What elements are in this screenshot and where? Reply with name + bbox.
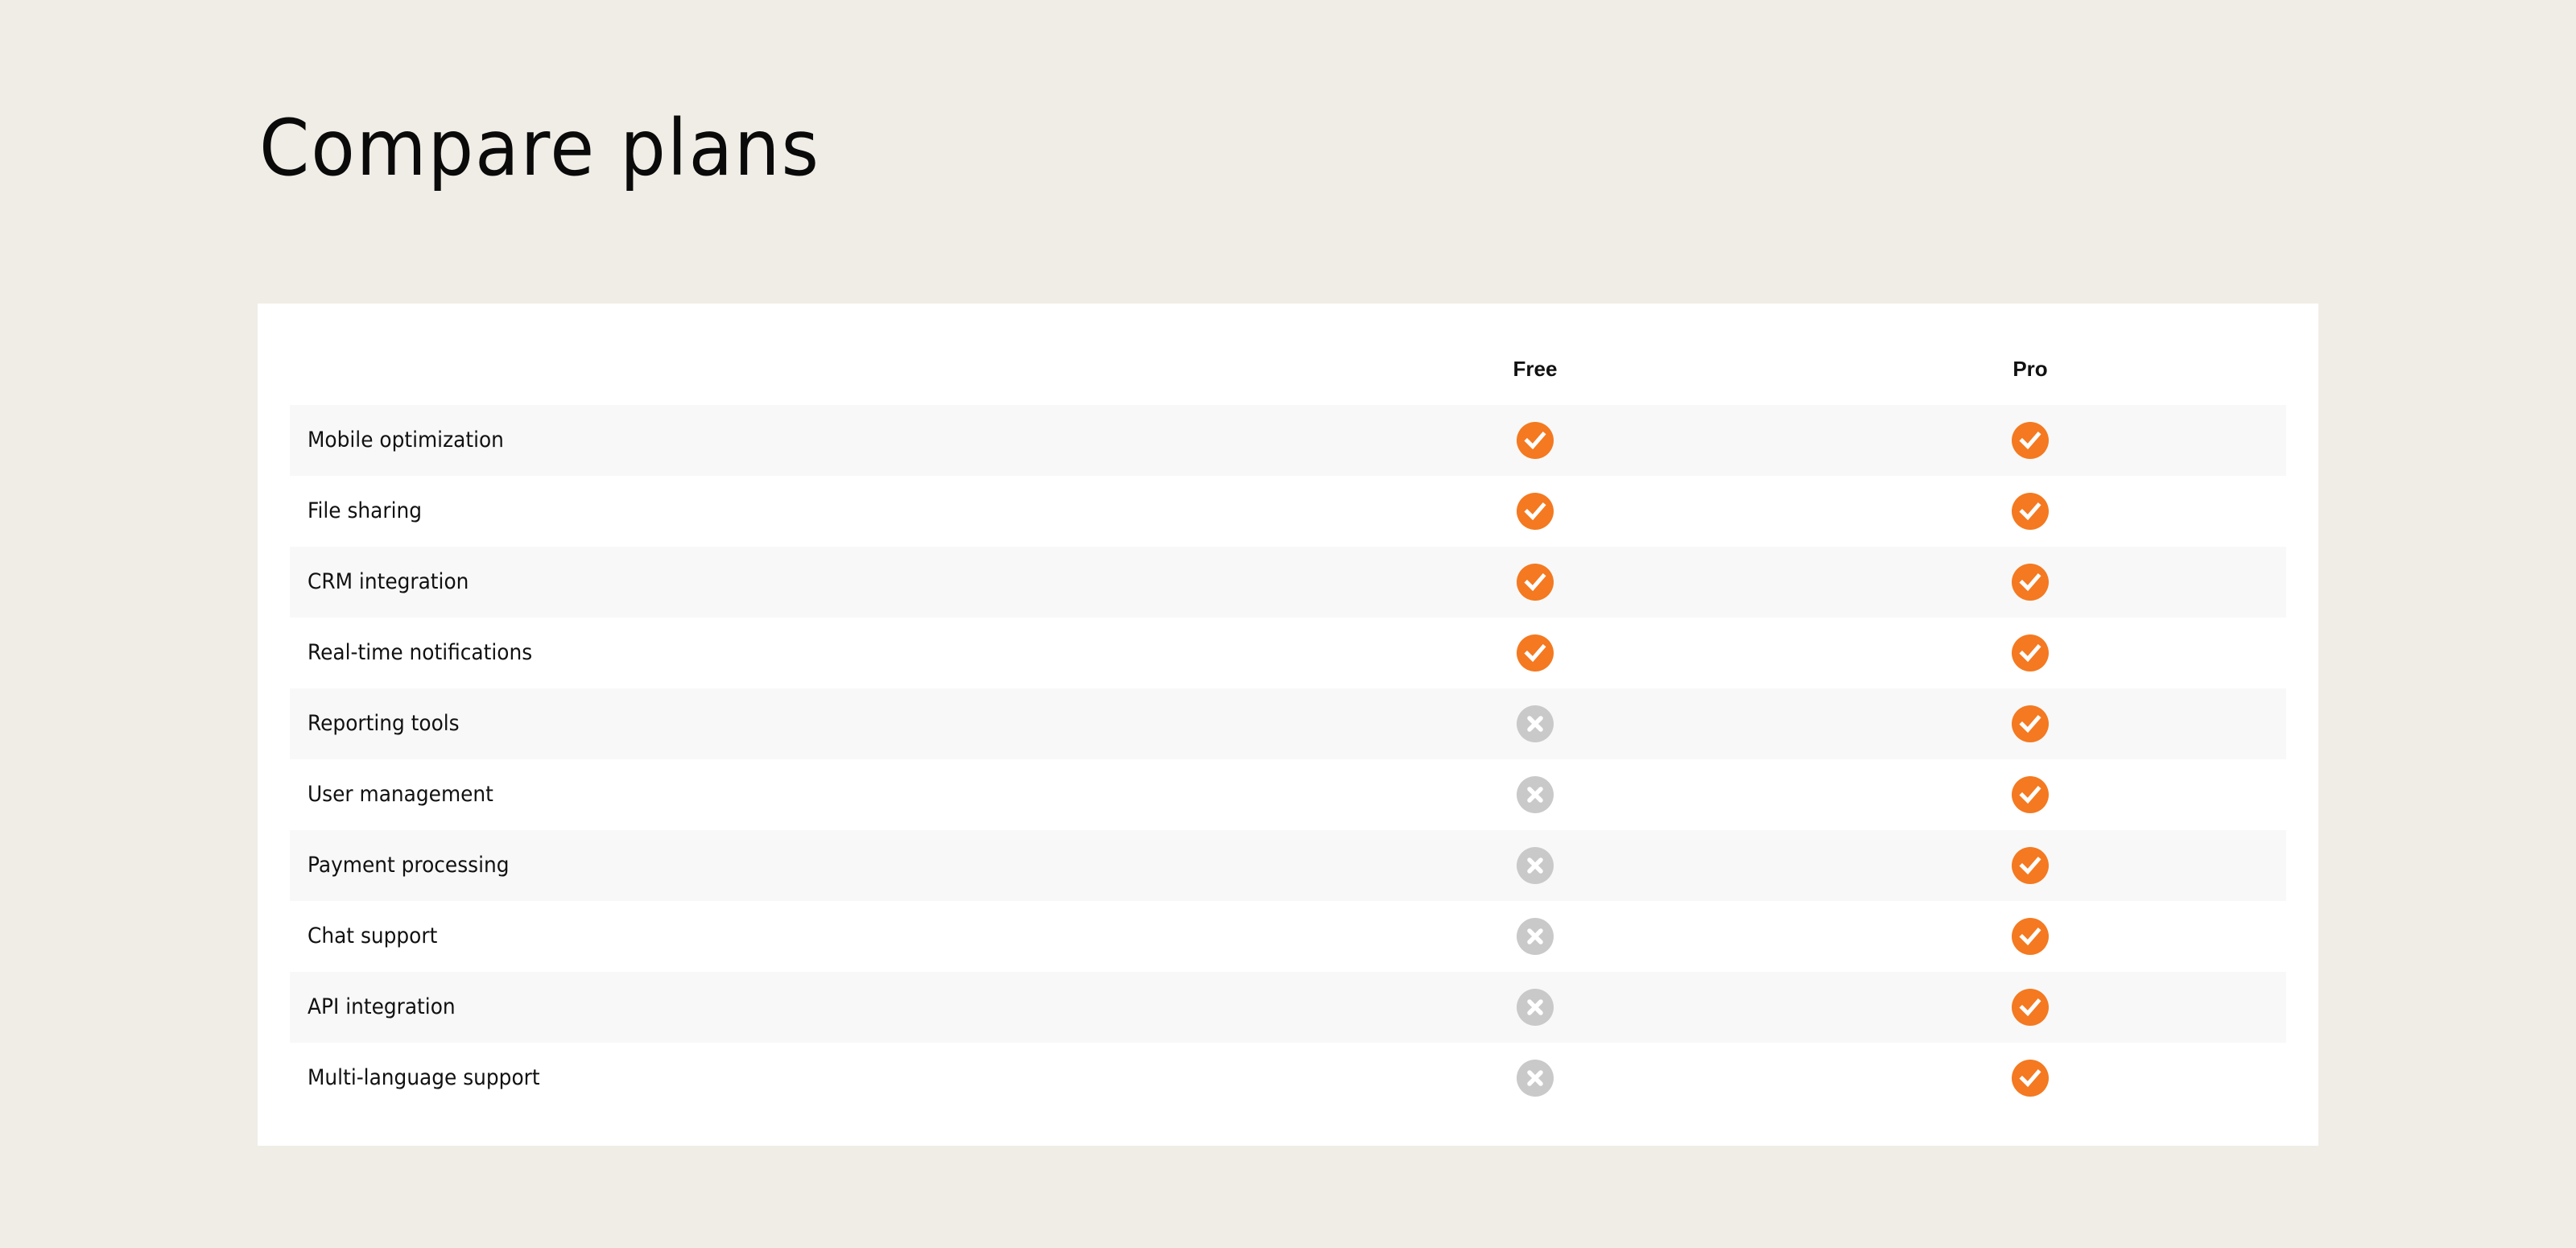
feature-label: Real-time notifications xyxy=(308,640,533,665)
feature-label: File sharing xyxy=(308,498,422,523)
check-icon-pro xyxy=(2012,847,2049,884)
feature-label: Reporting tools xyxy=(308,711,460,736)
table-row: Reporting tools xyxy=(290,688,2286,759)
check-icon-pro xyxy=(2012,776,2049,813)
check-icon-pro xyxy=(2012,1060,2049,1097)
table-row: User management xyxy=(290,759,2286,830)
check-icon-pro xyxy=(2012,918,2049,955)
table-row: CRM integration xyxy=(290,547,2286,618)
table-row: Chat support xyxy=(290,901,2286,972)
table-header: Free Pro xyxy=(290,304,2286,405)
comparison-table: Free Pro Mobile optimization File sharing… xyxy=(258,304,2318,1146)
feature-label: CRM integration xyxy=(308,569,469,594)
table-row: Payment processing xyxy=(290,830,2286,901)
feature-label: Payment processing xyxy=(308,853,510,878)
check-icon-free xyxy=(1517,493,1554,530)
check-icon-pro xyxy=(2012,989,2049,1026)
x-icon-free xyxy=(1517,705,1554,742)
table-body: Mobile optimization File sharing CRM integ… xyxy=(290,405,2286,1114)
table-row: Mobile optimization xyxy=(290,405,2286,476)
check-icon-free xyxy=(1517,422,1554,459)
check-icon-pro xyxy=(2012,422,2049,459)
table-row: File sharing xyxy=(290,476,2286,547)
check-icon-pro xyxy=(2012,564,2049,601)
x-icon-free xyxy=(1517,776,1554,813)
feature-label: API integration xyxy=(308,994,456,1019)
page-title: Compare plans xyxy=(259,103,820,193)
x-icon-free xyxy=(1517,918,1554,955)
check-icon-free xyxy=(1517,634,1554,672)
table-row: Multi-language support xyxy=(290,1043,2286,1114)
feature-label: Mobile optimization xyxy=(308,428,504,453)
check-icon-pro xyxy=(2012,705,2049,742)
x-icon-free xyxy=(1517,989,1554,1026)
feature-label: Multi-language support xyxy=(308,1065,540,1090)
feature-label: User management xyxy=(308,782,493,807)
column-header-pro: Pro xyxy=(2013,357,2048,381)
x-icon-free xyxy=(1517,1060,1554,1097)
column-header-free: Free xyxy=(1513,357,1558,381)
table-row: API integration xyxy=(290,972,2286,1043)
table-row: Real-time notifications xyxy=(290,618,2286,688)
check-icon-pro xyxy=(2012,493,2049,530)
check-icon-pro xyxy=(2012,634,2049,672)
x-icon-free xyxy=(1517,847,1554,884)
check-icon-free xyxy=(1517,564,1554,601)
feature-label: Chat support xyxy=(308,924,438,948)
